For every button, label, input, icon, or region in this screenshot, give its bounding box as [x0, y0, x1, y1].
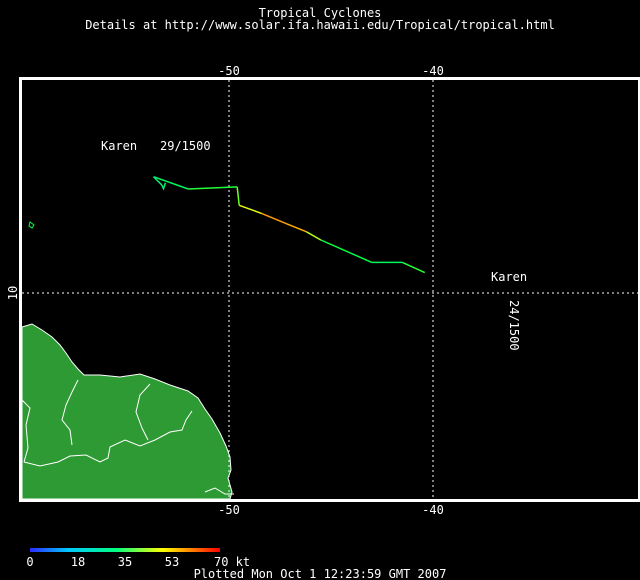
border-4 — [135, 383, 151, 441]
coast-tail — [204, 487, 234, 495]
storm-end-label: 29/1500 — [160, 139, 211, 153]
land-layer — [21, 221, 233, 500]
left-tick-lat-10: 10 — [6, 286, 20, 300]
top-tick-lon-50: -50 — [218, 64, 240, 78]
colorbar-label-35: 35 — [118, 555, 132, 569]
track-segment — [238, 204, 262, 215]
colorbar-label-70: 70 kt — [214, 555, 250, 569]
track-segment — [153, 175, 189, 190]
plotted-timestamp: Plotted Mon Oct 1 12:23:59 GMT 2007 — [194, 567, 447, 580]
colorbar-label-53: 53 — [165, 555, 179, 569]
colorbar-label-0: 0 — [26, 555, 33, 569]
bottom-tick-lon-50: -50 — [218, 503, 240, 517]
storm-start-label: 24/1500 — [507, 300, 521, 351]
border-1 — [21, 399, 31, 463]
map-title: Tropical Cyclones — [258, 6, 382, 20]
track-end-hook — [152, 176, 167, 191]
top-tick-lon-40: -40 — [422, 64, 444, 78]
track-segment — [306, 231, 322, 241]
track-segment — [261, 212, 287, 225]
track-segment — [402, 261, 426, 274]
bottom-tick-lon-40: -40 — [422, 503, 444, 517]
border-2 — [23, 410, 193, 467]
storm-name-start: Karen — [491, 270, 527, 284]
storm-track — [152, 175, 426, 274]
border-lines — [21, 379, 234, 495]
map-subtitle: Details at http://www.solar.ifa.hawaii.e… — [85, 18, 555, 32]
track-segment — [236, 186, 240, 206]
colorbar — [30, 548, 220, 552]
colorbar-label-18: 18 — [71, 555, 85, 569]
track-segment — [188, 186, 238, 190]
island-small — [28, 221, 35, 229]
storm-name-end: Karen — [101, 139, 137, 153]
land-mass — [21, 323, 233, 500]
track-segment — [285, 222, 307, 233]
track-segment — [320, 239, 373, 264]
border-3 — [61, 379, 79, 446]
